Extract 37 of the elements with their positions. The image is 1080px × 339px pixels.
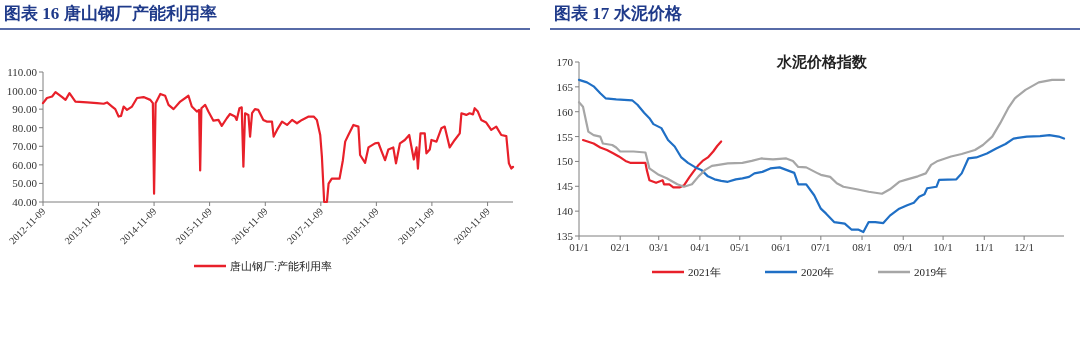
x-tick-label: 02/1 [610, 241, 630, 253]
y-tick-label: 80.00 [12, 121, 38, 134]
chart-title: 图表 16 唐山钢厂产能利用率 [4, 4, 217, 23]
x-tick-label: 03/1 [648, 241, 669, 253]
legend-label: 唐山钢厂:产能利用率 [230, 260, 333, 272]
x-tick-label: 06/1 [771, 241, 791, 253]
y-tick-label: 110.00 [7, 66, 38, 78]
y-tick-label: 60.00 [12, 158, 38, 171]
y-tick-label: 170 [556, 56, 574, 68]
y-tick-label: 40.00 [12, 196, 38, 208]
y-tick-label: 70.00 [12, 140, 38, 153]
legend-label: 2021年 [688, 266, 721, 278]
y-tick-label: 150 [556, 155, 574, 168]
y-tick-label: 100.00 [6, 84, 38, 97]
x-tick-label: 08/1 [852, 241, 872, 253]
line-series [577, 78, 1066, 195]
y-tick-label: 155 [556, 130, 574, 143]
legend-label: 2020年 [801, 266, 834, 278]
x-tick-label: 01/1 [569, 241, 589, 253]
y-tick-label: 140 [556, 205, 574, 218]
x-tick-label: 09/1 [893, 241, 913, 253]
line-series [581, 138, 723, 189]
y-tick-label: 135 [556, 230, 574, 242]
y-tick-label: 160 [556, 105, 574, 118]
y-tick-label: 50.00 [12, 177, 38, 190]
legend-label: 2019年 [914, 266, 947, 278]
x-tick-label: 10/1 [933, 241, 953, 253]
y-tick-label: 145 [556, 180, 574, 193]
chart-subtitle: 水泥价格指数 [775, 54, 868, 70]
y-tick-label: 165 [556, 80, 574, 93]
x-tick-label: 12/1 [1014, 241, 1034, 253]
chart-title: 图表 17 水泥价格 [554, 4, 683, 23]
x-tick-label: 04/1 [690, 241, 710, 253]
x-tick-label: 11/1 [974, 241, 994, 253]
y-tick-label: 90.00 [12, 103, 38, 116]
x-tick-label: 07/1 [811, 241, 831, 253]
x-tick-label: 05/1 [730, 241, 750, 253]
